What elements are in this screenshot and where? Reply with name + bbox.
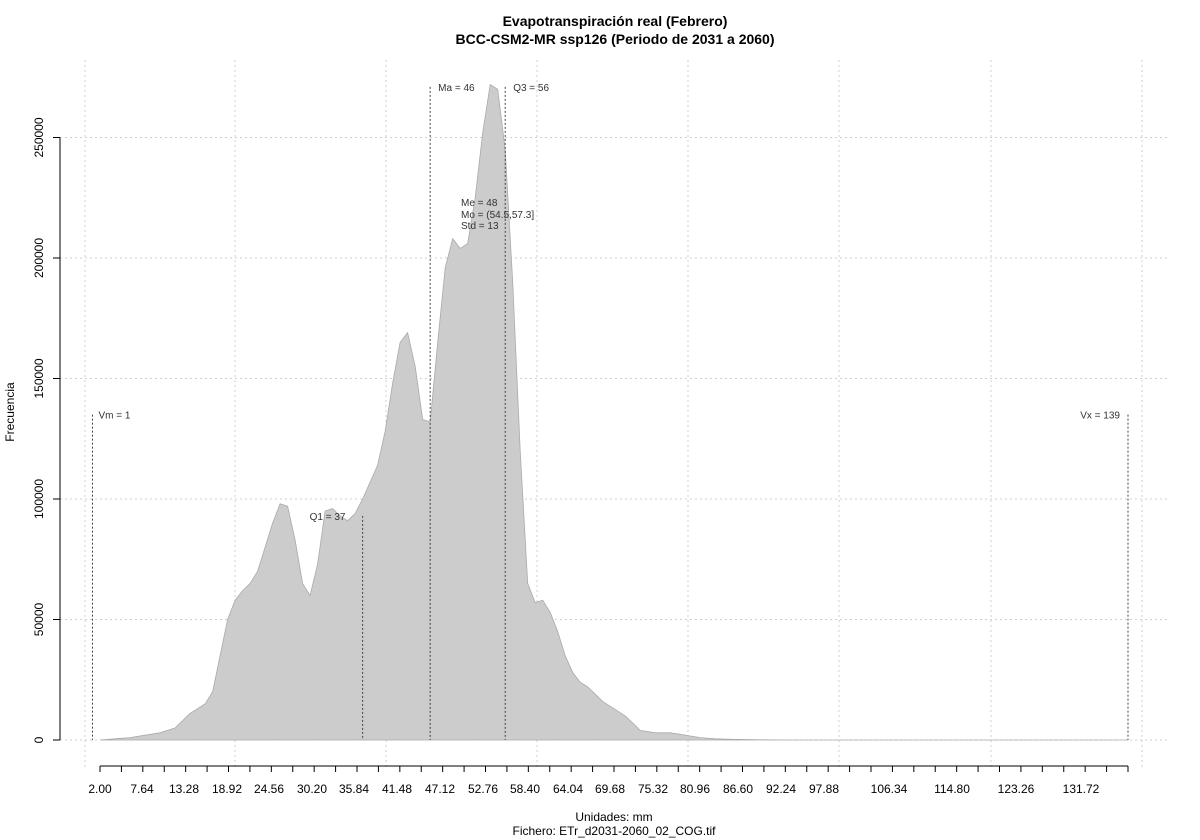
marker-lines — [91, 86, 1129, 740]
x-tick-label: 86.60 — [723, 782, 753, 796]
marker-label: Q1 = 37 — [310, 512, 346, 523]
x-tick-label: 24.56 — [254, 782, 284, 796]
x-tick-label: 13.28 — [169, 782, 199, 796]
marker-label: Ma = 46 — [438, 83, 475, 94]
x-tick-label: 64.04 — [553, 782, 583, 796]
y-axis: 0 50000 100000 150000 200000 250000 — [32, 117, 61, 743]
x-tick-label: 123.26 — [998, 782, 1035, 796]
x-axis-label: Unidades: mm — [575, 810, 652, 824]
marker-labels: Vm = 1 Q1 = 37 Ma = 46 Q3 = 56 Vx = 139 — [98, 83, 1120, 523]
x-tick-label: 58.40 — [510, 782, 540, 796]
x-tick-label: 41.48 — [382, 782, 412, 796]
x-tick-label: 114.80 — [934, 782, 970, 796]
x-tick-label: 7.64 — [130, 782, 154, 796]
stat-mean: Me = 48 — [461, 198, 498, 209]
chart-caption: Fichero: ETr_d2031-2060_02_COG.tif — [513, 824, 717, 838]
y-tick-label: 200000 — [32, 238, 46, 278]
y-tick-label: 250000 — [32, 117, 46, 157]
x-tick-label: 97.88 — [809, 782, 839, 796]
x-tick-label: 30.20 — [297, 782, 327, 796]
x-tick-label: 18.92 — [212, 782, 242, 796]
chart-subtitle: BCC-CSM2-MR ssp126 (Periodo de 2031 a 20… — [456, 31, 775, 47]
y-tick-label: 150000 — [32, 358, 46, 398]
x-tick-label: 106.34 — [871, 782, 908, 796]
x-tick-label: 131.72 — [1063, 782, 1100, 796]
frequency-area — [99, 83, 1128, 741]
x-axis: 2.00 7.64 13.28 18.92 24.56 30.20 35.84 41.48 47… — [88, 765, 1129, 796]
x-tick-label: 92.24 — [766, 782, 796, 796]
y-tick-label: 50000 — [32, 602, 46, 636]
x-tick-label: 80.96 — [680, 782, 710, 796]
stat-mode: Mo = (54.5,57.3] — [461, 210, 534, 221]
stats-box: Me = 48 Mo = (54.5,57.3] Std = 13 — [461, 198, 534, 232]
chart-title: Evapotranspiración real (Febrero) — [503, 13, 728, 29]
stat-std: Std = 13 — [461, 221, 499, 232]
marker-label: Q3 = 56 — [513, 83, 549, 94]
x-tick-label: 75.32 — [638, 782, 668, 796]
y-axis-label: Frecuencia — [3, 382, 17, 442]
x-tick-label: 2.00 — [88, 782, 112, 796]
x-tick-label: 35.84 — [339, 782, 369, 796]
marker-label: Vm = 1 — [98, 411, 130, 422]
x-tick-label: 52.76 — [468, 782, 498, 796]
x-tick-label: 69.68 — [595, 782, 625, 796]
y-tick-label: 100000 — [32, 479, 46, 519]
marker-label: Vx = 139 — [1080, 411, 1120, 422]
y-tick-label: 0 — [32, 736, 46, 743]
x-tick-label: 47.12 — [425, 782, 455, 796]
